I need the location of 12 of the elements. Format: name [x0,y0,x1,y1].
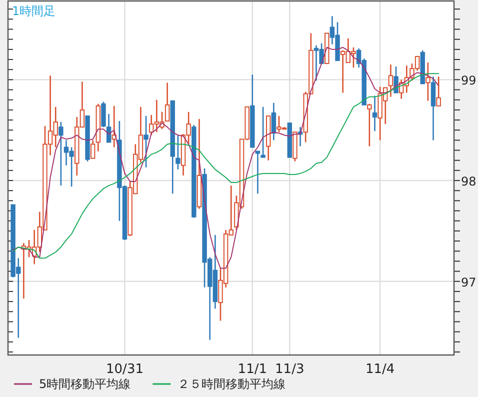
x-tick-label: 10/31 [106,362,144,377]
y-tick-label: 97 [461,275,476,290]
line-series [12,73,440,259]
y-tick-label: 99 [461,74,476,88]
x-tick-label: 11/4 [365,362,395,377]
x-tick-label: 11/3 [275,362,304,377]
x-tick-label: 11/1 [238,362,268,377]
legend-label: ２５時間移動平均線 [178,377,286,391]
y-tick-label: 98 [461,174,476,189]
line-series [12,46,440,269]
legend-label: 5時間移動平均線 [39,377,131,391]
chart-title: 1時間足 [12,4,56,18]
